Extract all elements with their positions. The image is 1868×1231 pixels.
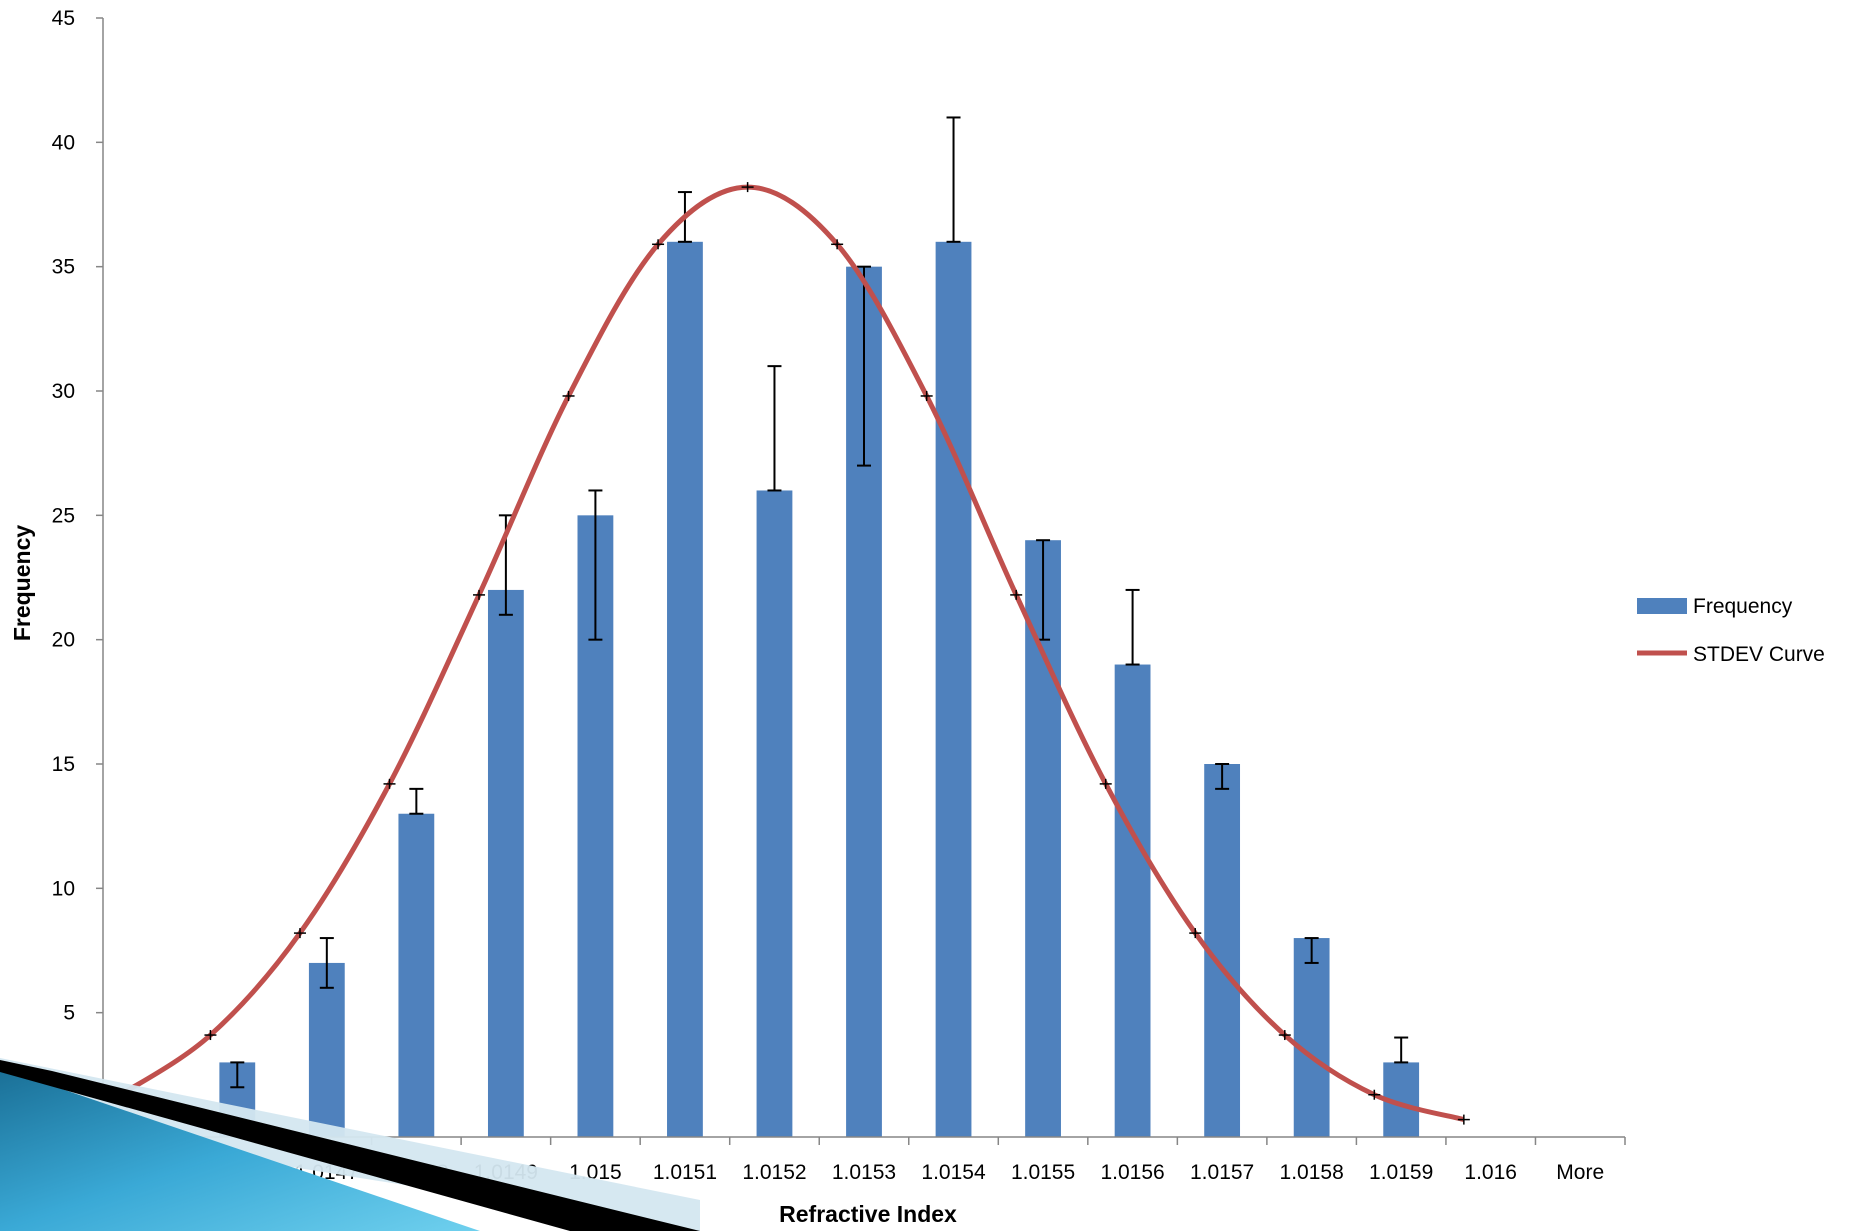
- bar: [667, 241, 703, 1138]
- x-tick-label: 1.0157: [1190, 1161, 1254, 1184]
- y-axis-ticks: 051015202530354045: [52, 7, 103, 1149]
- x-tick-label: 1.0154: [921, 1161, 986, 1184]
- x-tick-label: 1.0159: [1369, 1161, 1433, 1184]
- x-tick-label: 1.0152: [742, 1161, 806, 1184]
- legend-label-stdev-curve: STDEV Curve: [1693, 643, 1825, 666]
- y-axis-title: Frequency: [9, 525, 35, 642]
- bar: [398, 813, 435, 1137]
- bar: [1293, 938, 1330, 1137]
- x-tick-label: 1.0153: [832, 1161, 896, 1184]
- light-blue-stripe: [0, 1058, 700, 1231]
- teal-stripe: [0, 1068, 480, 1231]
- stdev-curve-line: [119, 184, 1465, 1123]
- x-tick-label: 1.0151: [653, 1161, 717, 1184]
- x-axis-title: Refractive Index: [779, 1201, 957, 1227]
- error-bars-group: [230, 116, 1409, 1089]
- y-tick-label: 20: [52, 629, 75, 652]
- x-tick-label: 1.0158: [1280, 1161, 1344, 1184]
- x-tick-label: More: [1556, 1161, 1604, 1184]
- y-tick-label: 30: [52, 380, 75, 403]
- bar: [308, 962, 345, 1137]
- y-tick-label: 25: [52, 504, 75, 527]
- bar: [487, 589, 524, 1137]
- stdev-curve-group: [114, 182, 1470, 1125]
- bar: [935, 241, 972, 1138]
- legend: Frequency STDEV Curve: [1637, 595, 1825, 666]
- legend-label-frequency: Frequency: [1693, 595, 1793, 618]
- x-tick-label: 1.016: [1464, 1161, 1517, 1184]
- y-tick-label: 15: [52, 753, 75, 776]
- axes: 051015202530354045 1.01451.01461.01471.0…: [52, 7, 1626, 1184]
- bar: [756, 490, 793, 1137]
- x-tick-label: 1.0155: [1011, 1161, 1075, 1184]
- y-tick-label: 45: [52, 7, 75, 30]
- bars-group: [219, 241, 1420, 1138]
- legend-swatch-frequency: [1637, 598, 1687, 614]
- bar: [1114, 664, 1151, 1137]
- y-tick-label: 10: [52, 877, 75, 900]
- y-tick-label: 35: [52, 256, 75, 279]
- black-stripe: [0, 1060, 700, 1231]
- corner-stripe-decoration: [0, 1058, 700, 1231]
- y-tick-label: 5: [63, 1002, 75, 1025]
- y-tick-label: 40: [52, 131, 75, 154]
- plot-area: [114, 116, 1470, 1138]
- x-tick-label: 1.0156: [1100, 1161, 1164, 1184]
